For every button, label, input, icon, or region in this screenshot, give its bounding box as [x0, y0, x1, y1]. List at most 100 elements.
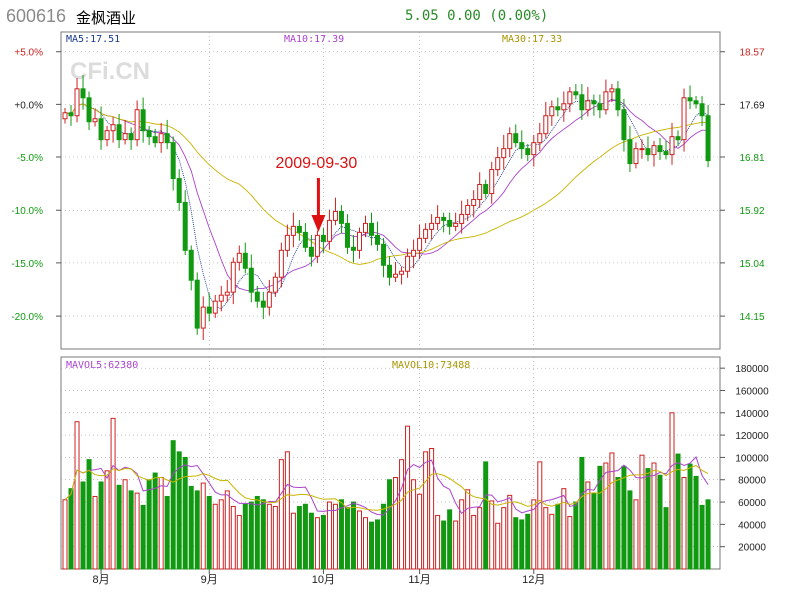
stock-quote: 5.05 0.00 (0.00%)	[405, 8, 549, 24]
candle-body	[363, 222, 368, 233]
volume-bar	[206, 495, 212, 570]
volume-bar	[567, 516, 573, 570]
volume-bar	[80, 481, 86, 570]
volume-bar	[585, 481, 591, 570]
volume-tick-label: 140000	[735, 409, 769, 420]
candle-body	[471, 198, 477, 206]
right-tick-label: 16.81	[739, 153, 764, 164]
volume-bar	[519, 519, 525, 570]
volume-bar	[489, 500, 495, 570]
volume-bar	[495, 522, 501, 570]
volume-bar	[465, 489, 471, 570]
volume-bar	[429, 447, 435, 570]
candle-body	[561, 103, 567, 111]
volume-bar	[146, 479, 152, 570]
volume-bar	[98, 481, 104, 570]
price-grid	[61, 32, 720, 349]
candle-body	[633, 148, 639, 165]
candle-body	[669, 136, 675, 156]
candle-body	[603, 91, 609, 111]
candle-body	[344, 222, 350, 248]
volume-bar	[381, 503, 387, 570]
right-tick-label: 15.92	[739, 206, 764, 217]
candle-body	[597, 103, 603, 111]
x-tick-label: 11月	[408, 574, 430, 586]
left-tick-label: -10.0%	[11, 206, 43, 217]
candle-body	[212, 300, 218, 314]
candle-body	[453, 222, 459, 227]
candle-body	[74, 88, 80, 117]
candle-body	[80, 88, 86, 99]
volume-bar	[477, 507, 483, 570]
volume-bar	[681, 477, 687, 570]
x-axis: 8月 9月 10月 11月 12月	[92, 569, 545, 586]
volume-bar	[224, 490, 230, 570]
candle-body	[68, 112, 74, 117]
volume-tick-label: 80000	[738, 476, 766, 487]
volume-bar	[399, 459, 405, 570]
candle-body	[609, 88, 615, 93]
volume-bar	[176, 451, 182, 570]
candle-body	[399, 270, 405, 275]
volume-bar	[260, 499, 266, 570]
x-tick-label: 10月	[312, 574, 335, 586]
candle-body	[579, 94, 585, 111]
volume-bar	[116, 484, 122, 570]
legend-mavol5: MAVOL5:62380	[66, 360, 138, 371]
volume-bar	[296, 506, 302, 570]
volume-bar	[609, 452, 615, 570]
date-annotation: 2009-09-30	[275, 155, 357, 232]
volume-bar	[435, 514, 441, 570]
volume-bar	[447, 509, 453, 570]
candle-body	[332, 210, 338, 221]
volume-bar	[573, 501, 579, 570]
candle-body	[296, 225, 302, 233]
volume-bar	[68, 488, 74, 570]
candle-body	[381, 243, 387, 266]
volume-bar	[687, 463, 693, 570]
x-tick-label: 8月	[92, 574, 109, 586]
volume-bar	[320, 514, 326, 570]
candle-body	[501, 148, 507, 159]
volume-bar	[344, 507, 350, 570]
volume-bar	[302, 503, 308, 570]
candle-body	[699, 103, 705, 117]
candle-body	[627, 139, 633, 165]
candle-body	[314, 234, 320, 257]
volume-bar	[266, 503, 272, 570]
candle-body	[531, 142, 537, 156]
volume-bar	[182, 456, 188, 570]
candle-body	[62, 112, 68, 120]
volume-bar	[459, 499, 465, 570]
chart-header: 600616 金枫酒业 5.05 0.00 (0.00%)	[0, 0, 800, 32]
candle-body	[182, 201, 188, 251]
candle-body	[284, 234, 290, 251]
candle-body	[254, 291, 260, 302]
volume-bar	[272, 506, 278, 570]
candle-body	[194, 279, 200, 329]
candle-body	[423, 228, 429, 239]
volume-bar	[326, 501, 332, 570]
volume-bar	[170, 440, 176, 570]
volume-bar	[212, 503, 218, 570]
candle-body	[122, 133, 128, 141]
volume-bar	[525, 513, 531, 570]
candle-body	[260, 300, 266, 308]
volume-bar	[74, 421, 80, 570]
volume-bar	[669, 412, 675, 570]
candle-body	[350, 246, 356, 251]
candle-body	[573, 91, 579, 96]
volume-bar	[218, 499, 224, 570]
candle-body	[92, 118, 98, 123]
volume-bar	[591, 492, 597, 570]
candle-body	[543, 115, 549, 135]
volume-bar	[278, 459, 284, 570]
volume-bar	[134, 492, 140, 570]
candle-body	[236, 252, 242, 263]
candle-body	[693, 100, 699, 105]
candle-body	[152, 136, 158, 144]
candle-body	[248, 267, 254, 293]
volume-bar	[441, 520, 447, 570]
volume-bar	[236, 514, 242, 570]
legend-ma5: MA5:17.51	[66, 34, 120, 45]
